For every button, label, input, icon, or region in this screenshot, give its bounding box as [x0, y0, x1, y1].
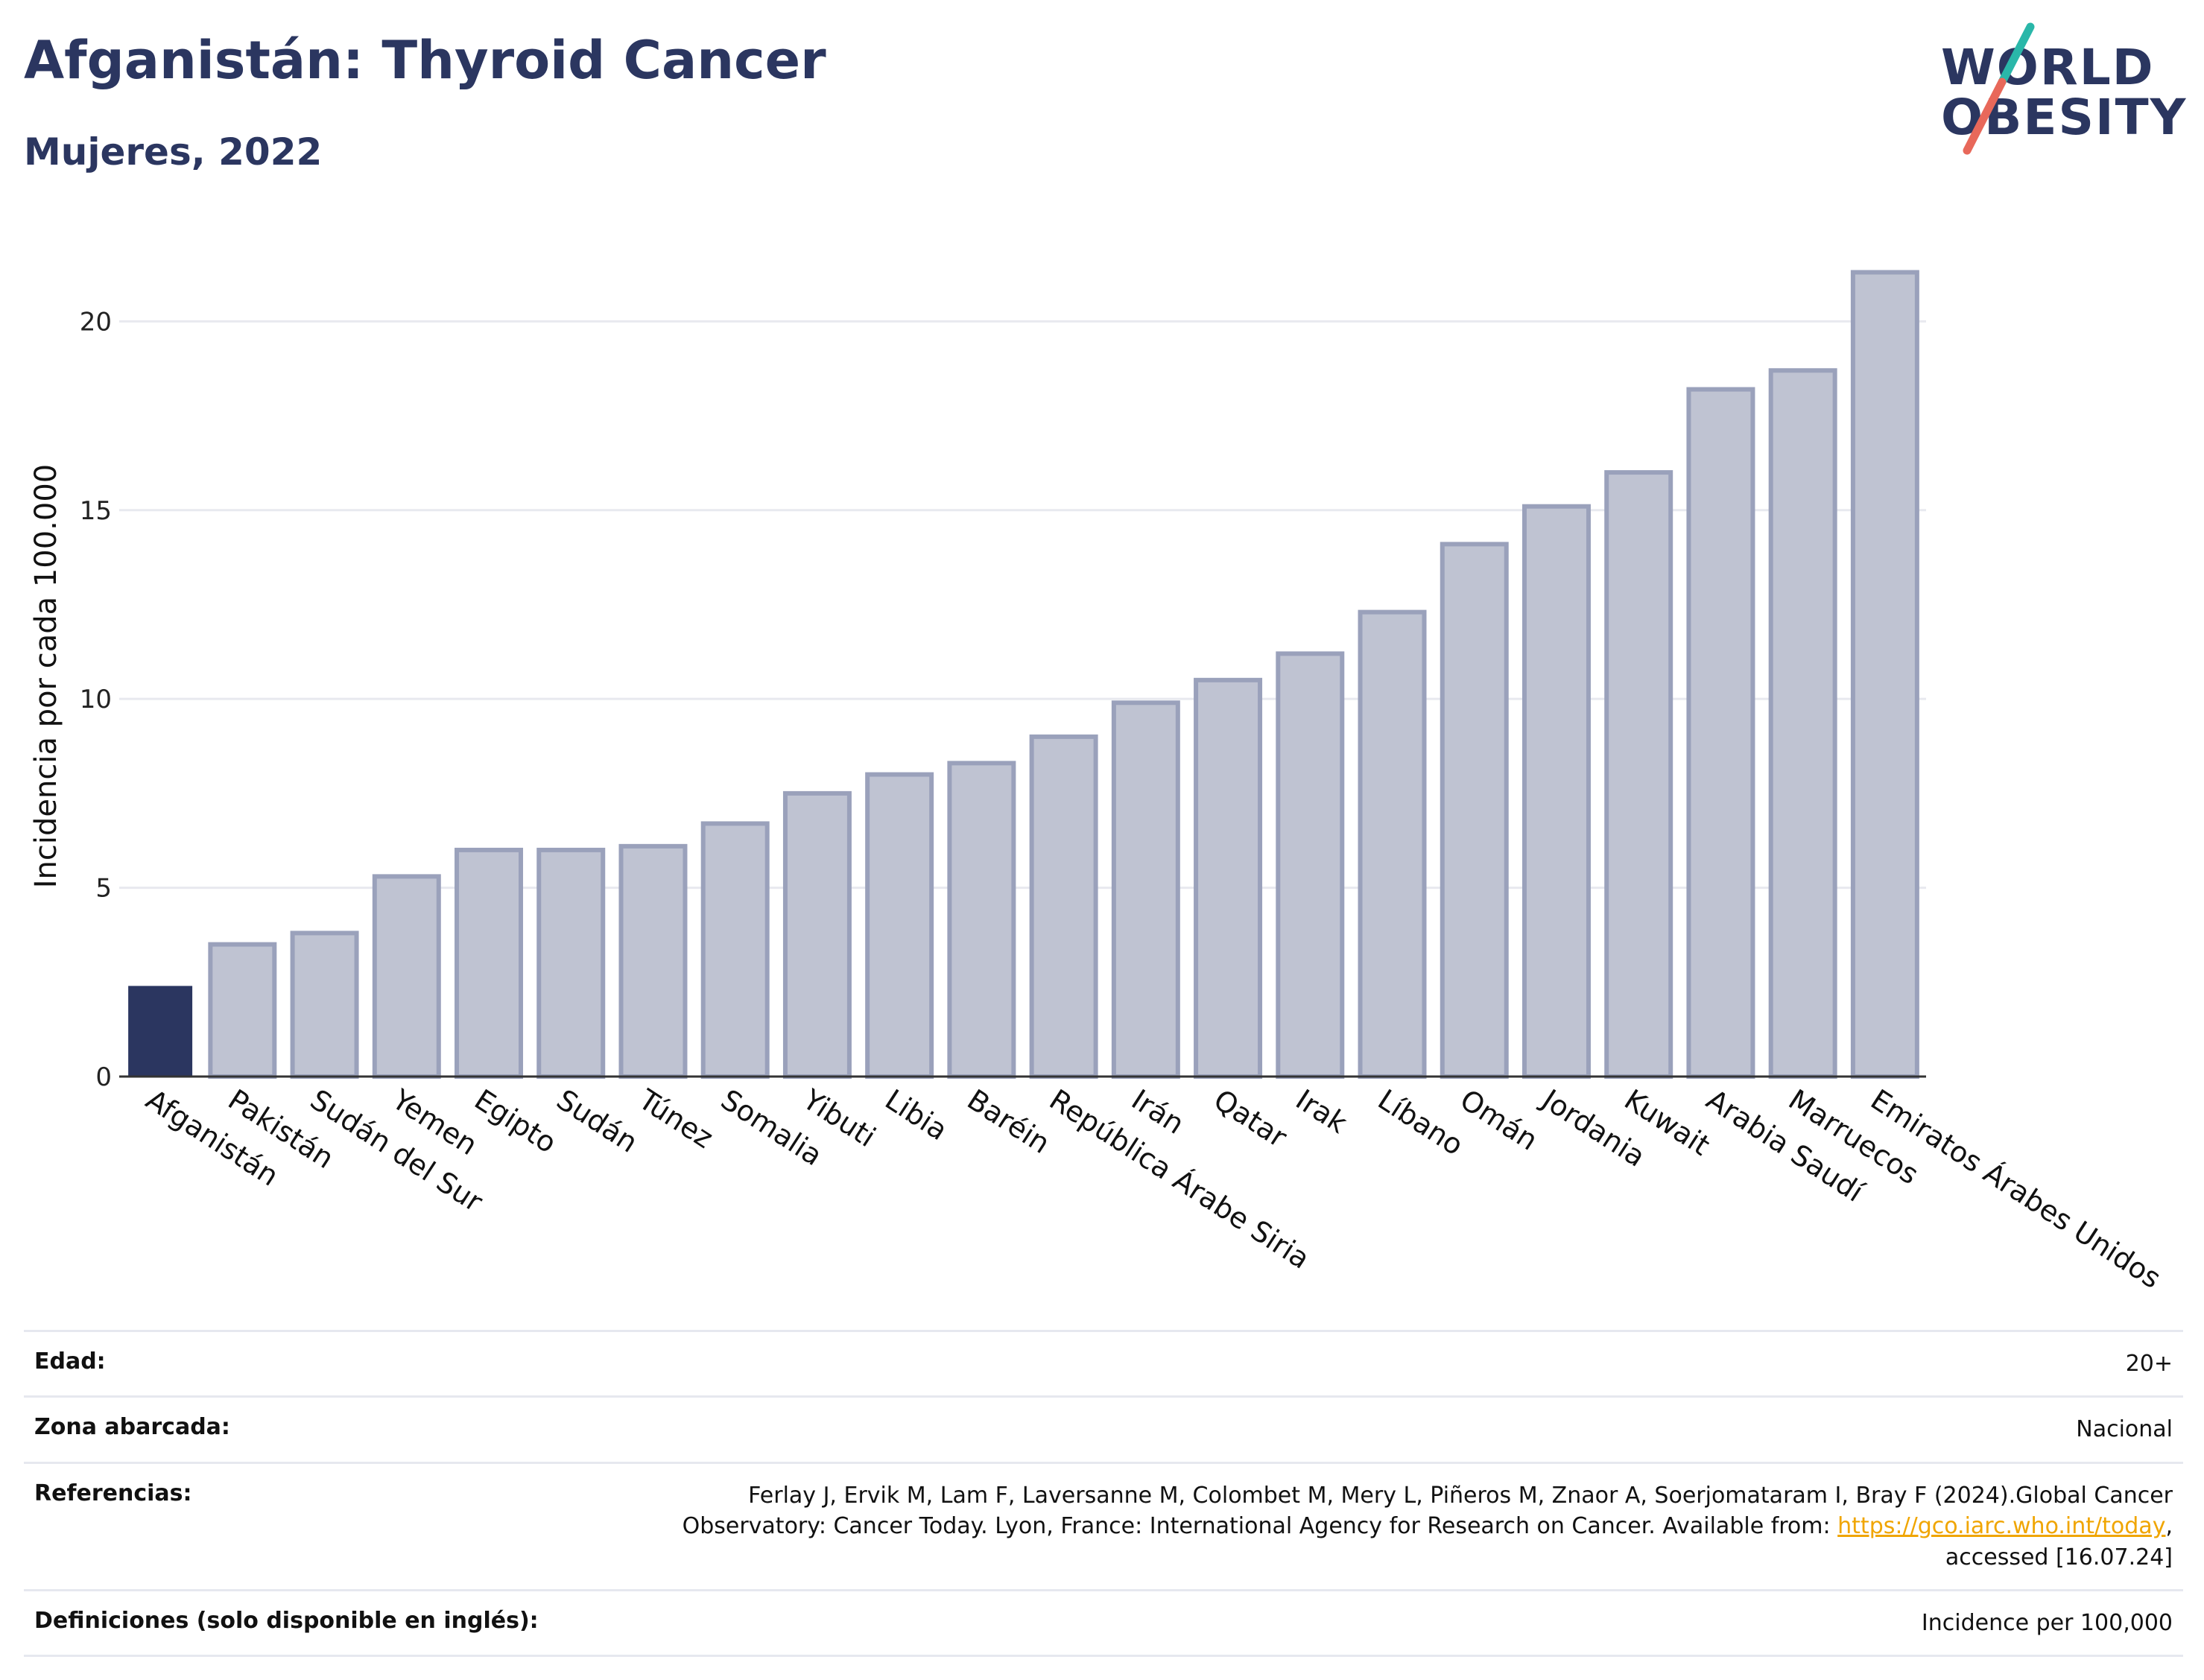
- bar-libia: [865, 772, 934, 1079]
- x-tick-label: Baréin: [961, 1083, 1055, 1160]
- bar-yemen: [372, 874, 441, 1079]
- footer-label-coverage: Zona abarcada:: [34, 1414, 230, 1441]
- x-tick-label: Túnez: [633, 1083, 719, 1155]
- x-tick-label: Egipto: [469, 1083, 562, 1160]
- footer-value-coverage: Nacional: [2076, 1416, 2173, 1443]
- bar-sudán: [536, 847, 606, 1079]
- logo-slash-icon: [1963, 22, 2035, 155]
- y-tick-label: 10: [80, 685, 112, 714]
- bar-marruecos: [1768, 368, 1837, 1079]
- reference-text-2: Observatory: Cancer Today. Lyon, France:…: [682, 1513, 1838, 1540]
- bar-emiratos-árabes-unidos: [1850, 270, 1919, 1079]
- bar-omán: [1440, 542, 1509, 1079]
- metadata-footer: Edad: 20+ Zona abarcada: Nacional Refere…: [24, 1330, 2183, 1658]
- footer-value-age: 20+: [2125, 1351, 2173, 1377]
- world-obesity-logo: WORLD OBESITY: [1941, 22, 2187, 156]
- footer-value-definitions: Incidence per 100,000: [1921, 1609, 2173, 1636]
- bar-irak: [1276, 651, 1345, 1079]
- x-tick-label: Líbano: [1372, 1083, 1469, 1162]
- reference-text-1: Ferlay J, Ervik M, Lam F, Laversanne M, …: [748, 1482, 2173, 1509]
- bar-qatar: [1194, 677, 1263, 1079]
- reference-link[interactable]: https://gco.iarc.who.int/today: [1837, 1513, 2166, 1540]
- footer-label-definitions: Definiciones (solo disponible en inglés)…: [34, 1607, 539, 1634]
- bar-líbano: [1358, 609, 1427, 1079]
- logo-line-1: WORLD: [1941, 39, 2155, 96]
- bar-kuwait: [1604, 470, 1673, 1079]
- bar-sudán-del-sur: [290, 931, 359, 1079]
- bar-baréin: [947, 761, 1016, 1080]
- footer-row-coverage: Zona abarcada: Nacional: [24, 1395, 2183, 1461]
- x-tick-label: Sudán: [551, 1083, 643, 1159]
- bar-jordania: [1521, 504, 1591, 1079]
- bar-egipto: [455, 847, 524, 1079]
- bar-república-árabe-siria: [1029, 734, 1098, 1079]
- footer-row-age: Edad: 20+: [24, 1330, 2183, 1395]
- x-tick-label: Qatar: [1208, 1083, 1293, 1154]
- footer-value-references: Ferlay J, Ervik M, Lam F, Laversanne M, …: [683, 1480, 2173, 1573]
- bar-somalia: [700, 821, 770, 1079]
- y-axis-label: Incidencia por cada 100.000: [29, 464, 63, 889]
- footer-label-age: Edad:: [34, 1348, 106, 1375]
- chart-title: Afganistán: Thyroid Cancer: [24, 30, 826, 91]
- footer-row-references: Referencias: Ferlay J, Ervik M, Lam F, L…: [24, 1461, 2183, 1589]
- x-tick-label: Libia: [879, 1083, 953, 1147]
- y-tick-label: 0: [95, 1062, 112, 1092]
- bar-túnez: [618, 843, 688, 1080]
- x-tick-label: Irak: [1290, 1083, 1352, 1140]
- bars: [128, 270, 1919, 1080]
- bar-irán: [1111, 700, 1180, 1079]
- chart-subtitle: Mujeres, 2022: [24, 130, 323, 174]
- footer-label-references: Referencias:: [34, 1480, 192, 1506]
- y-tick-label: 5: [95, 874, 112, 904]
- bar-pakistán: [208, 942, 277, 1080]
- x-tick-label: Emiratos Árabes Unidos: [1865, 1083, 2167, 1295]
- x-tick-label: Omán: [1454, 1083, 1544, 1157]
- footer-row-definitions: Definiciones (solo disponible en inglés)…: [24, 1588, 2183, 1658]
- y-tick-label: 15: [80, 496, 112, 526]
- y-tick-label: 20: [80, 307, 112, 337]
- reference-text-comma: ,: [2165, 1513, 2173, 1540]
- bar-yibuti: [782, 790, 852, 1079]
- reference-text-3: accessed [16.07.24]: [1945, 1544, 2173, 1570]
- bar-arabia-saudí: [1686, 387, 1755, 1079]
- bar-afganistán: [128, 986, 193, 1077]
